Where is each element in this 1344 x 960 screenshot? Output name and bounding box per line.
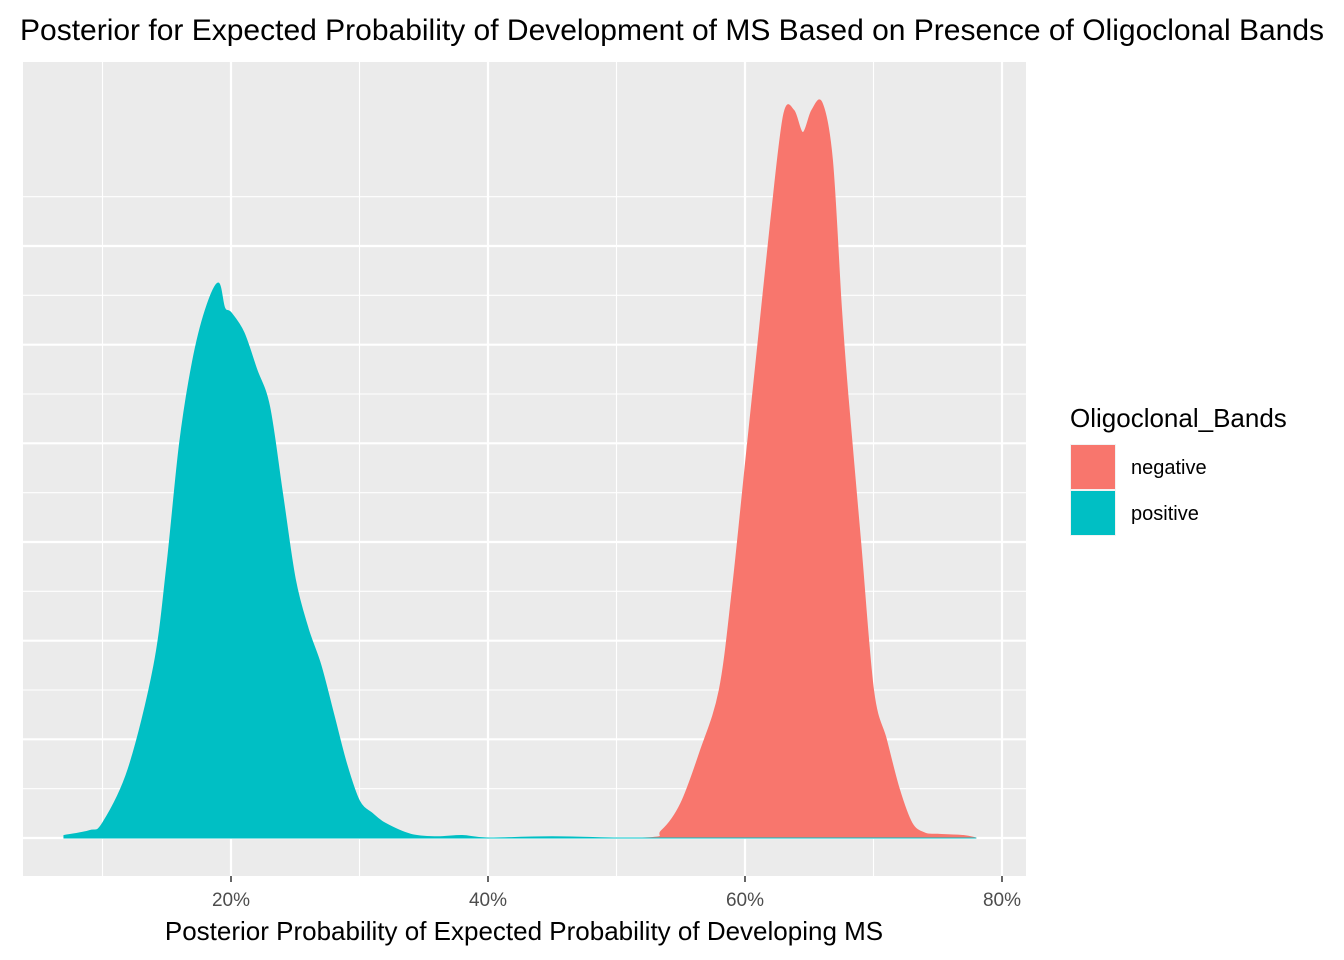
chart-title: Posterior for Expected Probability of De… xyxy=(20,14,1324,47)
legend: negative positive xyxy=(1070,444,1207,536)
legend-label-positive: positive xyxy=(1131,503,1199,525)
x-tick-label: 20% xyxy=(212,890,250,911)
x-tick-label: 80% xyxy=(983,890,1021,911)
density-area-negative xyxy=(63,99,977,839)
density-areas xyxy=(63,99,977,839)
legend-title: Oligoclonal_Bands xyxy=(1070,403,1287,433)
legend-label-negative: negative xyxy=(1131,457,1207,479)
x-axis-title: Posterior Probability of Expected Probab… xyxy=(165,916,883,946)
x-axis-ticks: 20% 40% 60% 80% xyxy=(212,876,1021,911)
x-tick-label: 40% xyxy=(469,890,507,911)
legend-swatch-negative xyxy=(1071,445,1115,489)
density-area-positive xyxy=(63,282,977,839)
legend-swatch-positive xyxy=(1071,491,1115,535)
x-tick-label: 60% xyxy=(726,890,764,911)
